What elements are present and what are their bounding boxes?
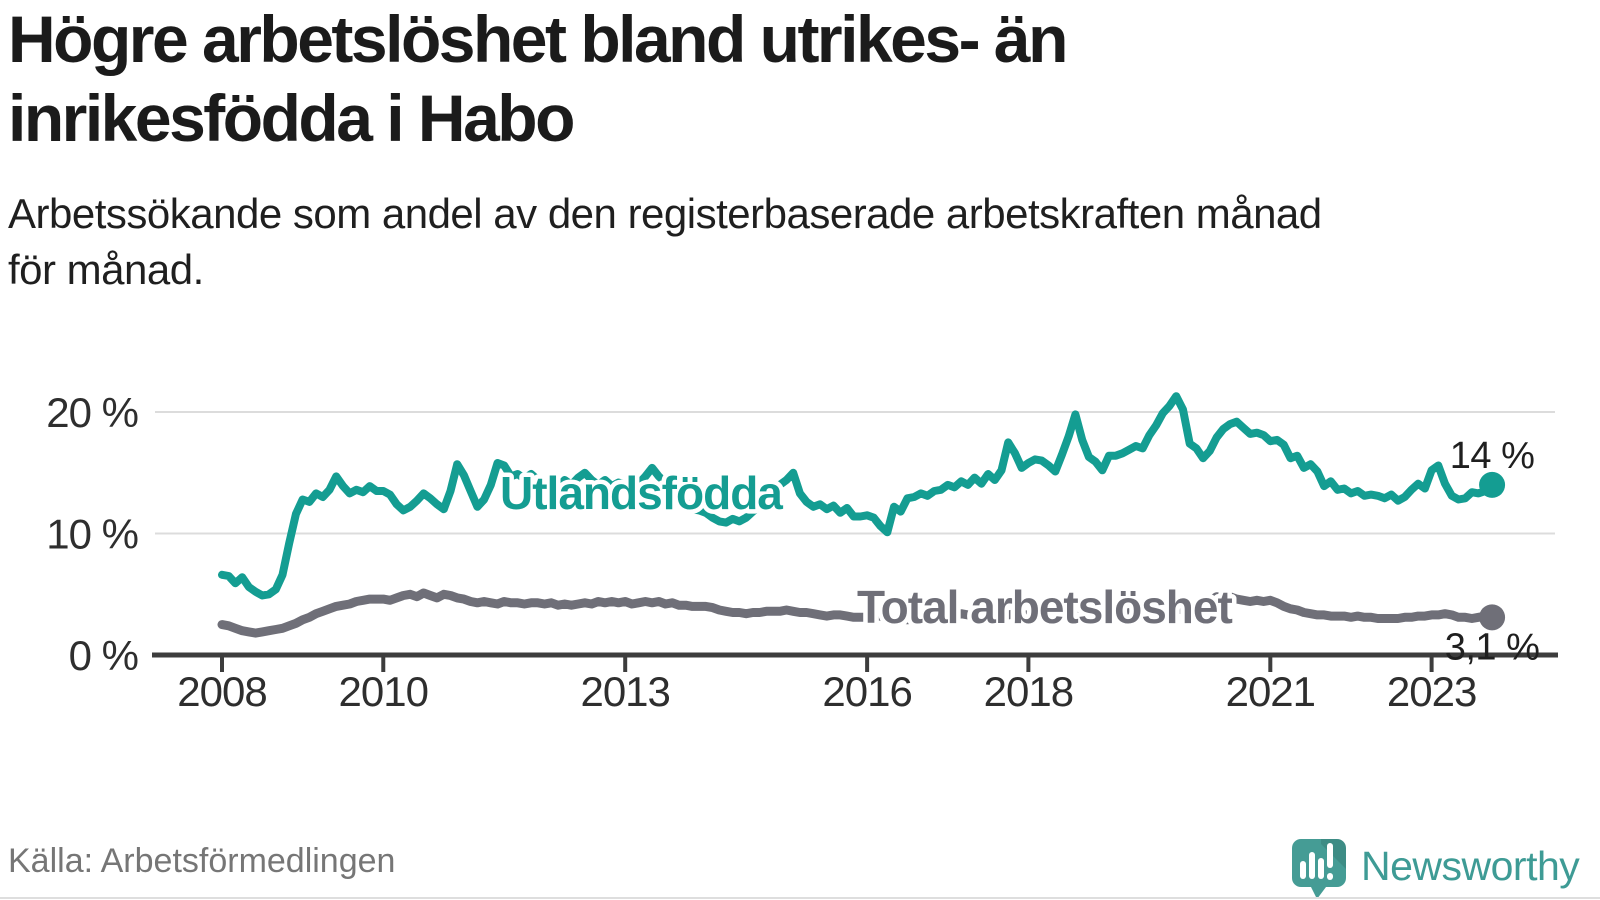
source-note: Källa: Arbetsförmedlingen — [8, 842, 396, 880]
page-title: Högre arbetslöshet bland utrikes- än inr… — [8, 0, 1068, 158]
series-end-dot-utlandsf-dda — [1479, 471, 1506, 498]
x-tick-label-2023: 2023 — [1387, 668, 1476, 715]
y-tick-label-20: 20 % — [46, 389, 138, 436]
series-end-value-utlandsf-dda: 14 % — [1450, 435, 1535, 477]
x-tick-label-2013: 2013 — [580, 668, 669, 715]
brand-name: Newsworthy — [1361, 842, 1580, 889]
x-tick-label-2016: 2016 — [822, 668, 911, 715]
series-label-total-arbetsl-shet: Total arbetslöshet — [857, 581, 1232, 633]
chart-subtitle: Arbetssökande som andel av den registerb… — [8, 186, 1322, 298]
series-line-utlandsf-dda — [218, 392, 1497, 600]
y-tick-label-0: 0 % — [69, 632, 138, 679]
series-end-dot-total-arbetsl-shet — [1479, 604, 1506, 631]
x-tick-label-2018: 2018 — [984, 668, 1073, 715]
y-tick-label-10: 10 % — [46, 511, 138, 558]
bottom-divider — [0, 897, 1600, 899]
x-tick-label-2021: 2021 — [1226, 668, 1315, 715]
subtitle-line-2: för månad. — [8, 245, 204, 293]
x-tick-label-2010: 2010 — [339, 668, 428, 715]
x-tick-label-2008: 2008 — [177, 668, 266, 715]
newsworthy-bubble-icon — [1292, 839, 1346, 899]
newsworthy-logo: Newsworthy — [1288, 832, 1580, 900]
title-line-1: Högre arbetslöshet bland utrikes- än — [8, 2, 1068, 76]
subtitle-line-1: Arbetssökande som andel av den registerb… — [8, 190, 1322, 237]
series-line-total-arbetsl-shet — [217, 588, 1497, 638]
series-label-utlandsf-dda: Utlandsfödda — [500, 467, 783, 519]
series-end-value-total-arbetsl-shet: 3,1 % — [1445, 626, 1540, 668]
title-line-2: inrikesfödda i Habo — [8, 81, 575, 156]
